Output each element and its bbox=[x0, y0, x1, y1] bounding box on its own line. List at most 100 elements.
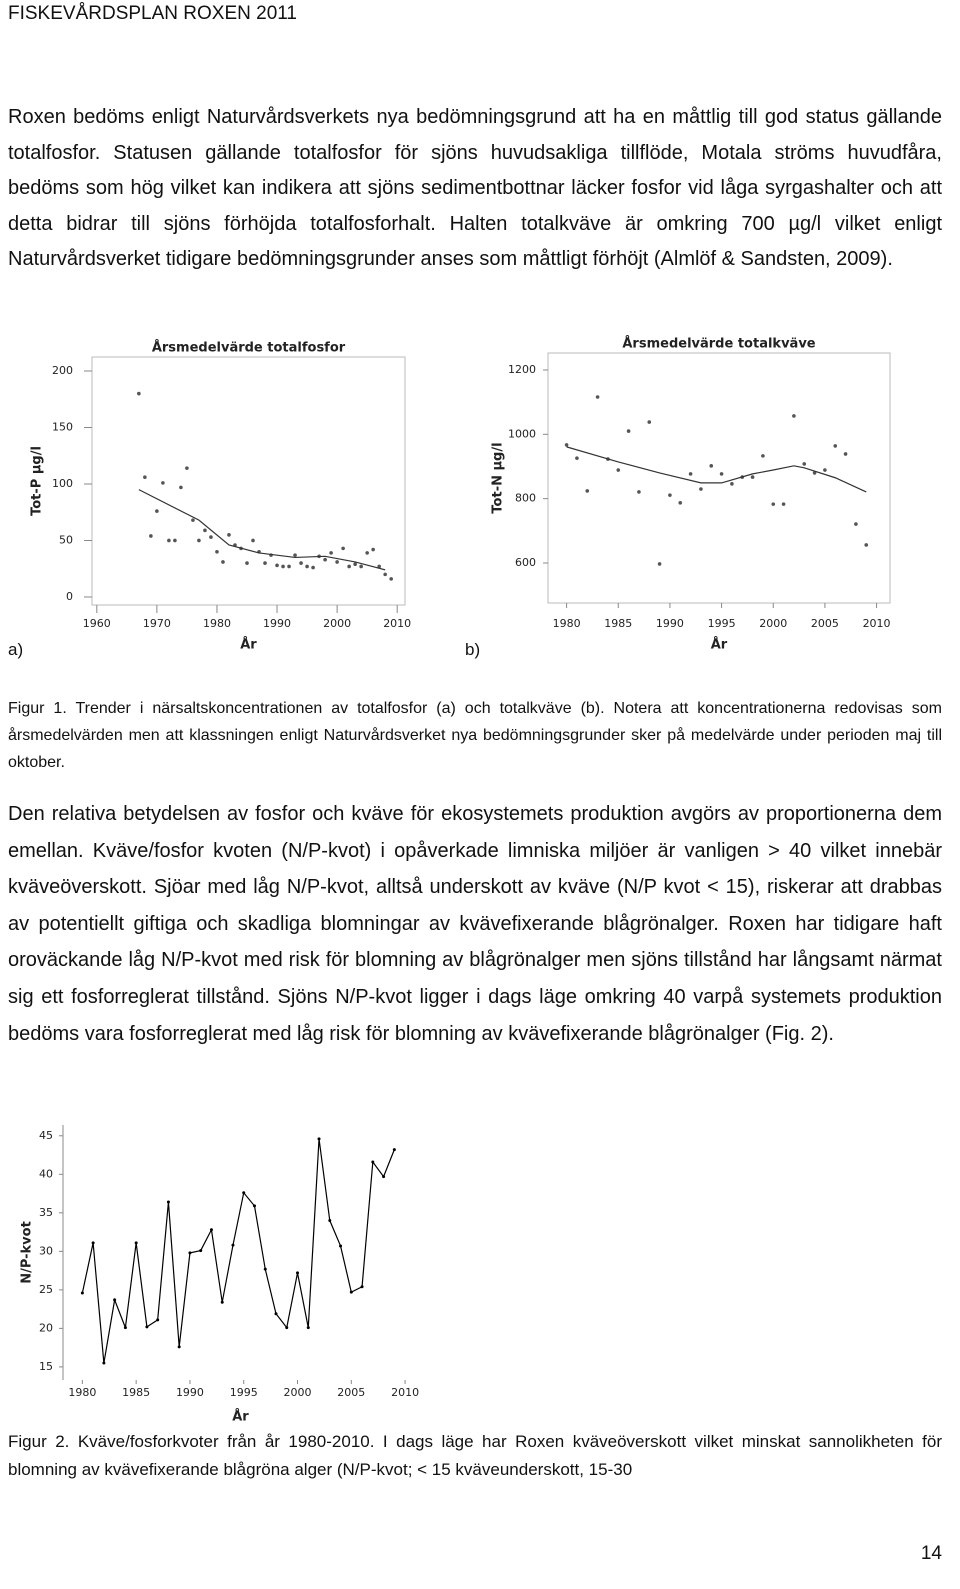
point bbox=[263, 561, 267, 565]
point bbox=[329, 551, 333, 555]
point bbox=[761, 454, 765, 458]
x-axis-label: År bbox=[232, 1409, 249, 1425]
point bbox=[305, 564, 309, 569]
y-tick-label: 600 bbox=[515, 556, 536, 569]
point bbox=[287, 564, 291, 569]
x-axis-label: År bbox=[240, 637, 257, 653]
point bbox=[102, 1361, 106, 1365]
caption: Figur 2. Kväve/fosforkvoter från år 1980… bbox=[8, 1432, 942, 1479]
x-tick-label: 2005 bbox=[337, 1386, 365, 1399]
point bbox=[771, 502, 776, 506]
line bbox=[138, 489, 386, 571]
point bbox=[792, 414, 796, 418]
point bbox=[296, 1271, 300, 1275]
y-axis-label: Tot-P µg/l bbox=[30, 446, 45, 516]
y-tick-label: 800 bbox=[515, 492, 536, 505]
point bbox=[347, 564, 351, 569]
point bbox=[306, 1326, 310, 1330]
point bbox=[371, 1160, 375, 1164]
point bbox=[137, 391, 141, 396]
paragraph: Roxen bedöms enligt Naturvårdsverkets ny… bbox=[8, 106, 942, 271]
point bbox=[389, 577, 393, 581]
caption: Figur 1. Trender i närsaltskoncentration… bbox=[8, 700, 942, 771]
point bbox=[166, 1200, 170, 1204]
point bbox=[678, 501, 683, 505]
y-tick-label: 200 bbox=[52, 364, 73, 377]
point bbox=[263, 1267, 267, 1271]
point bbox=[353, 562, 357, 567]
x-axis-label: År bbox=[711, 637, 728, 653]
point bbox=[317, 1137, 321, 1141]
x-tick-label: 1990 bbox=[176, 1386, 204, 1399]
point bbox=[668, 493, 672, 497]
y-tick-label: 40 bbox=[39, 1167, 53, 1180]
point bbox=[323, 557, 327, 562]
x-tick-label: 1960 bbox=[83, 617, 111, 630]
x-tick-label: 1980 bbox=[68, 1386, 96, 1399]
y-tick-label: 25 bbox=[39, 1283, 53, 1296]
point bbox=[191, 518, 195, 522]
paragraph: Den relativa betydelsen av fosfor och kv… bbox=[8, 803, 942, 1045]
x-tick-label: 1980 bbox=[203, 617, 231, 630]
point bbox=[392, 1148, 396, 1152]
point bbox=[221, 560, 225, 564]
point bbox=[149, 534, 153, 538]
point bbox=[365, 551, 369, 555]
point bbox=[245, 561, 249, 565]
point bbox=[199, 1249, 203, 1253]
point bbox=[637, 490, 641, 494]
header: FISKEVÅRDSPLAN ROXEN 2011 bbox=[8, 3, 297, 24]
point bbox=[179, 485, 183, 490]
y-axis-label: N/P-kvot bbox=[20, 1221, 35, 1284]
x-tick-label: 1995 bbox=[708, 617, 736, 630]
point bbox=[145, 1325, 149, 1329]
point bbox=[285, 1326, 289, 1330]
point bbox=[719, 472, 724, 476]
point bbox=[311, 565, 315, 570]
point bbox=[564, 443, 569, 447]
point bbox=[274, 1312, 278, 1316]
point bbox=[349, 1290, 353, 1294]
point bbox=[781, 502, 786, 506]
point bbox=[335, 560, 339, 564]
point bbox=[173, 538, 177, 543]
point bbox=[377, 564, 381, 569]
point bbox=[626, 429, 631, 433]
point bbox=[155, 509, 159, 513]
chart-title: Årsmedelvärde totalkväve bbox=[622, 336, 815, 352]
x-tick-label: 2005 bbox=[811, 617, 839, 630]
point bbox=[371, 547, 375, 552]
plot-frame bbox=[547, 352, 891, 604]
y-tick-label: 45 bbox=[39, 1129, 53, 1142]
x-tick-label: 1990 bbox=[656, 617, 684, 630]
point bbox=[252, 1204, 256, 1208]
point bbox=[203, 528, 207, 533]
x-tick-label: 1970 bbox=[143, 617, 171, 630]
point bbox=[730, 482, 734, 486]
point bbox=[220, 1300, 224, 1304]
point bbox=[80, 1291, 84, 1295]
point bbox=[341, 546, 345, 551]
point bbox=[242, 1191, 246, 1195]
point bbox=[251, 538, 255, 543]
point bbox=[750, 475, 755, 479]
point bbox=[812, 471, 817, 475]
point bbox=[281, 564, 285, 569]
x-tick-label: 2000 bbox=[759, 617, 787, 630]
x-tick-label: 1980 bbox=[553, 617, 581, 630]
point bbox=[823, 468, 827, 472]
y-tick-label: 100 bbox=[52, 477, 73, 490]
point bbox=[802, 462, 807, 466]
plot-frame bbox=[91, 356, 406, 606]
point bbox=[231, 1243, 235, 1247]
line bbox=[81, 1138, 395, 1364]
point bbox=[339, 1244, 343, 1248]
y-tick-label: 30 bbox=[39, 1244, 53, 1257]
y-tick-label: 1200 bbox=[508, 363, 536, 376]
point bbox=[185, 466, 189, 470]
point bbox=[143, 475, 147, 480]
y-tick-label: 15 bbox=[39, 1360, 53, 1373]
point bbox=[299, 561, 303, 565]
point bbox=[359, 564, 363, 569]
